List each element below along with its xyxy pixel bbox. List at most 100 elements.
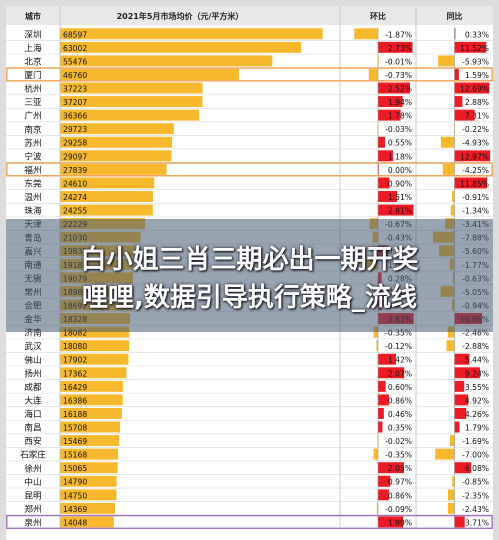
price-label: 68597 (63, 30, 87, 39)
yoy-bar (447, 326, 455, 338)
mom-bar (378, 462, 404, 474)
yoy-label: 9.24% (465, 369, 489, 378)
yoy-bar (440, 136, 455, 148)
price-bar (60, 204, 153, 216)
mom-label: 1.18% (388, 152, 412, 161)
city-label: 深圳 (24, 29, 41, 40)
price-bar (60, 435, 120, 447)
mom-bar (376, 502, 378, 514)
mom-label: -0.35% (385, 329, 412, 338)
mom-bar (378, 407, 384, 419)
yoy-bar (442, 163, 455, 175)
mom-label: 2.05% (388, 464, 412, 473)
overlay-banner: 白小姐三肖三期必出一期开奖 哩哩,数据引导执行策略_流线 (6, 219, 493, 332)
price-label: 46760 (63, 71, 87, 80)
mom-label: 0.35% (388, 424, 412, 433)
city-label: 石家庄 (20, 449, 46, 461)
price-label: 24274 (63, 193, 87, 202)
city-label: 南昌 (24, 422, 41, 434)
mom-bar (378, 421, 383, 433)
city-label: 大连 (24, 394, 42, 406)
mom-label: 1.51% (388, 193, 412, 202)
yoy-bar (454, 367, 480, 379)
city-label: 厦门 (24, 69, 41, 81)
yoy-bar (454, 41, 487, 53)
price-label: 14790 (63, 478, 87, 487)
overlay-line-2: 哩哩,数据引导执行策略_流线 (82, 283, 417, 313)
price-label: 24610 (63, 179, 87, 188)
price-bar (60, 68, 240, 80)
price-label: 63002 (63, 44, 87, 53)
price-label: 18082 (63, 329, 87, 338)
yoy-label: 11.85% (460, 179, 489, 188)
yoy-bar (454, 407, 467, 419)
yoy-label: 11.52% (460, 44, 489, 53)
mom-bar (354, 28, 378, 40)
price-label: 15168 (63, 451, 87, 460)
yoy-bar (454, 82, 490, 94)
city-label: 三亚 (24, 97, 42, 108)
yoy-label: -2.43% (462, 505, 489, 514)
city-label: 广州 (24, 110, 41, 122)
price-label: 15708 (63, 424, 87, 433)
mom-label: 2.52% (388, 85, 412, 94)
price-label: 29723 (63, 125, 87, 134)
yoy-label: 2.88% (465, 98, 489, 107)
city-label: 佛山 (24, 354, 41, 366)
yoy-bar (454, 177, 488, 189)
mom-label: 0.97% (388, 478, 412, 487)
yoy-bar (454, 28, 456, 40)
price-bar (60, 123, 174, 135)
price-bar (60, 41, 302, 53)
mom-label: 0.46% (388, 410, 412, 419)
city-label: 西安 (24, 435, 42, 447)
yoy-label: 0.33% (465, 30, 489, 39)
yoy-label: -5.93% (462, 57, 489, 66)
price-label: 15065 (63, 464, 87, 473)
city-label: 扬州 (24, 367, 41, 379)
city-label: 珠海 (24, 205, 42, 217)
highlighted-row-outline (6, 514, 493, 530)
mom-label: 0.86% (388, 491, 412, 500)
price-bar (60, 489, 117, 501)
mom-bar (378, 41, 413, 53)
mom-bar (378, 191, 398, 202)
yoy-label: 12.69% (460, 85, 489, 94)
price-bar (60, 502, 116, 514)
yoy-label: 6.08% (465, 464, 489, 473)
mom-bar (378, 367, 405, 379)
price-bar (60, 326, 130, 338)
mom-bar (378, 109, 401, 121)
yoy-label: -4.93% (462, 139, 489, 148)
city-label: 温州 (24, 192, 41, 203)
header-background (6, 6, 493, 25)
city-label: 徐州 (24, 462, 41, 474)
header-mom: 环比 (370, 11, 386, 21)
price-label: 15469 (63, 437, 87, 446)
mom-label: 0.55% (388, 139, 412, 148)
yoy-label: -0.22% (462, 125, 489, 134)
price-label: 16188 (63, 410, 87, 419)
city-label: 杭州 (24, 83, 41, 95)
mom-label: -1.87% (385, 30, 412, 39)
yoy-label: 3.71% (465, 518, 489, 527)
yoy-bar (447, 502, 455, 514)
yoy-bar (454, 462, 472, 474)
price-bar (60, 136, 173, 148)
mom-bar (376, 340, 378, 352)
price-bar (60, 163, 167, 175)
price-bar (60, 421, 121, 433)
price-bar (60, 109, 200, 121)
price-bar (60, 82, 203, 94)
yoy-bar (454, 421, 460, 433)
city-label: 中山 (24, 476, 41, 488)
yoy-label: 3.55% (465, 383, 489, 392)
yoy-bar (454, 516, 465, 528)
price-bar (60, 367, 127, 379)
price-bar (60, 96, 203, 108)
price-bar (60, 150, 172, 162)
city-label: 昆明 (24, 490, 41, 501)
city-label: 南京 (24, 123, 42, 135)
header-city: 城市 (25, 11, 41, 21)
